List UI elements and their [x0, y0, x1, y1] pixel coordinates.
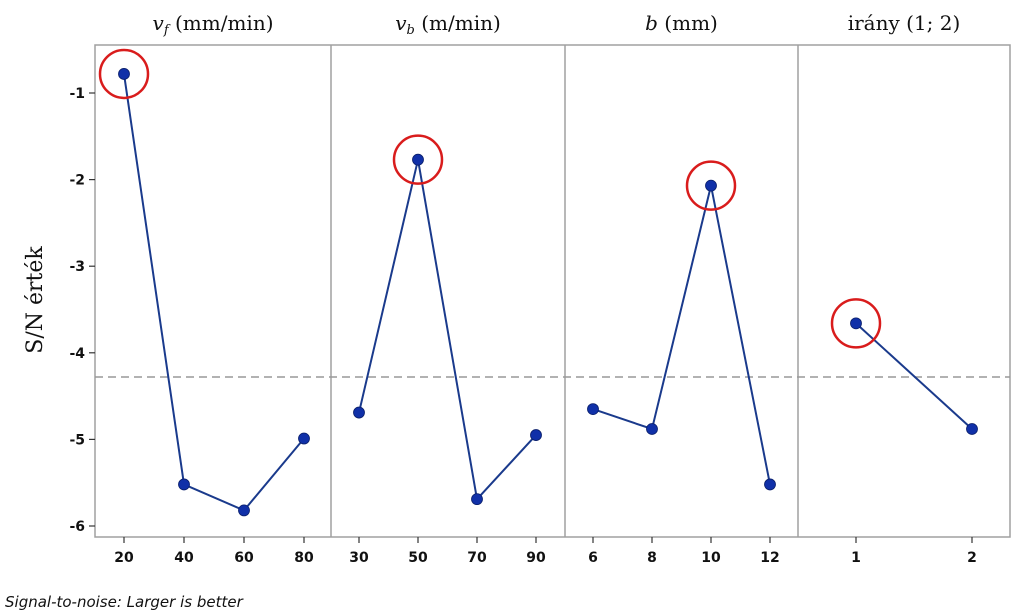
data-point — [471, 493, 483, 506]
panel-title-subscript: b — [407, 23, 415, 38]
data-point — [587, 403, 599, 415]
footnote: Signal-to-noise: Larger is better — [5, 593, 244, 611]
panel-3: b (mm) 6 8 10 12 — [587, 11, 780, 566]
y-axis: -1 -2 -3 -4 -5 -6 — [69, 86, 95, 535]
panel-title-text: irány (1; 2) — [848, 11, 961, 35]
x-tick-label: 6 — [588, 550, 598, 566]
highlight-circle — [830, 298, 882, 349]
data-point — [530, 429, 542, 441]
panel-1: vf (mm/min) 20 40 60 80 — [98, 11, 314, 566]
data-point — [178, 478, 190, 491]
y-tick-label: -5 — [69, 432, 85, 448]
x-tick-label: 40 — [174, 550, 194, 566]
panel-title: vf (mm/min) — [153, 11, 274, 38]
x-tick-label: 8 — [647, 550, 657, 566]
x-tick-label: 2 — [967, 550, 977, 566]
panel-title-text: (mm/min) — [169, 11, 274, 35]
highlight-circle — [392, 134, 444, 185]
x-tick-label: 90 — [526, 550, 546, 566]
data-point — [298, 432, 310, 445]
data-point — [705, 179, 717, 192]
panel-title-text: (m/min) — [415, 11, 501, 35]
y-axis-label: S/N érték — [23, 246, 48, 354]
data-point — [118, 68, 130, 80]
series-line — [358, 159, 537, 502]
data-point — [238, 504, 250, 517]
highlight-circle — [98, 48, 150, 100]
panel-title-variable: b — [645, 11, 658, 35]
x-tick-label: 12 — [760, 550, 779, 566]
panel-title: b (mm) — [645, 11, 718, 35]
panel-title-text: (mm) — [658, 11, 718, 35]
y-tick-label: -1 — [69, 86, 85, 102]
x-tick-label: 80 — [294, 550, 314, 566]
y-tick-label: -6 — [69, 519, 85, 535]
panel-title-variable: v — [153, 11, 165, 35]
data-point — [764, 478, 776, 491]
plot-border — [94, 44, 1011, 538]
x-tick-label: 10 — [701, 550, 721, 566]
panel-4: irány (1; 2) 1 2 — [830, 11, 978, 566]
series-line — [855, 322, 973, 430]
highlight-circle — [685, 160, 737, 211]
data-point — [850, 317, 862, 330]
data-point — [966, 423, 978, 435]
y-tick-label: -2 — [69, 173, 85, 189]
panel-title: vb (m/min) — [395, 11, 501, 38]
panel-title-variable: v — [395, 11, 407, 35]
panel-2: vb (m/min) 30 50 70 90 — [349, 11, 546, 566]
y-tick-label: -3 — [69, 259, 85, 275]
series-line — [123, 73, 305, 512]
x-tick-label: 50 — [408, 550, 428, 566]
series-line — [592, 185, 771, 485]
panel-title-subscript: f — [163, 23, 171, 38]
panel-title: irány (1; 2) — [848, 11, 961, 35]
x-tick-label: 30 — [349, 550, 369, 566]
x-tick-label: 1 — [851, 550, 861, 566]
plot-frame — [94, 44, 1011, 538]
data-point — [646, 423, 658, 435]
x-tick-label: 20 — [114, 550, 134, 566]
data-point — [412, 153, 424, 166]
x-tick-label: 70 — [467, 550, 487, 566]
data-point — [353, 406, 365, 419]
x-tick-label: 60 — [234, 550, 254, 566]
y-tick-label: -4 — [69, 346, 85, 362]
